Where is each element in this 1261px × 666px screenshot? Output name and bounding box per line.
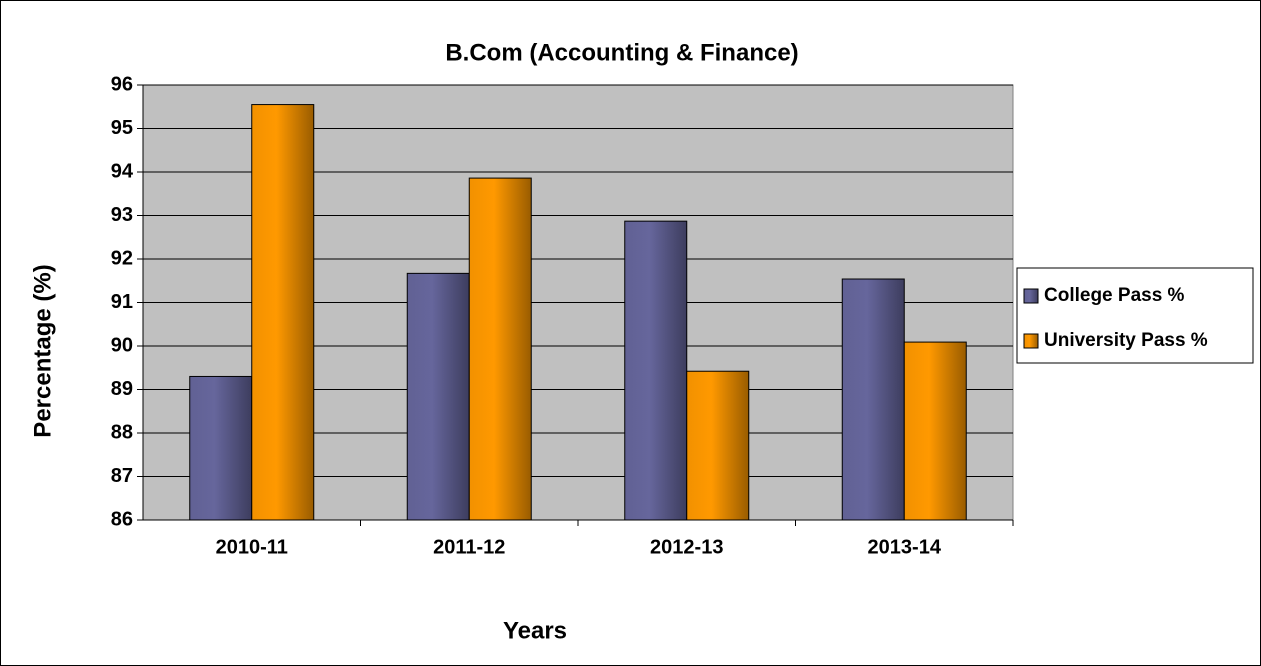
legend-box <box>1016 267 1254 364</box>
legend-swatch <box>1023 333 1039 349</box>
bar <box>468 177 532 521</box>
x-tick-label: 2011-12 <box>433 536 505 558</box>
y-tick-label: 89 <box>111 378 133 400</box>
bar <box>624 220 688 521</box>
bar <box>406 272 470 521</box>
bar <box>841 278 905 521</box>
y-tick-label: 87 <box>111 465 133 487</box>
y-axis-label: Percentage (%) <box>29 264 56 437</box>
bar <box>903 341 967 521</box>
chart-title: B.Com (Accounting & Finance) <box>445 39 798 66</box>
y-tick-label: 95 <box>111 117 133 139</box>
y-tick-label: 94 <box>111 160 134 182</box>
x-tick-label: 2010-11 <box>216 536 288 558</box>
y-tick-label: 96 <box>111 73 133 95</box>
y-tick-label: 92 <box>111 247 133 269</box>
legend-label: University Pass % <box>1044 330 1208 351</box>
y-tick-label: 86 <box>111 508 133 530</box>
y-tick-label: 88 <box>111 421 133 443</box>
legend-label: College Pass % <box>1044 285 1185 306</box>
y-tick-label: 90 <box>111 334 133 356</box>
x-axis-label: Years <box>503 617 567 644</box>
y-tick-label: 91 <box>111 291 133 313</box>
x-tick-label: 2012-13 <box>650 536 723 558</box>
bar <box>189 375 253 521</box>
y-tick-label: 93 <box>111 204 133 226</box>
bar <box>251 104 315 521</box>
x-tick-label: 2013-14 <box>868 536 942 558</box>
legend-swatch <box>1023 288 1039 304</box>
bar <box>686 370 750 521</box>
